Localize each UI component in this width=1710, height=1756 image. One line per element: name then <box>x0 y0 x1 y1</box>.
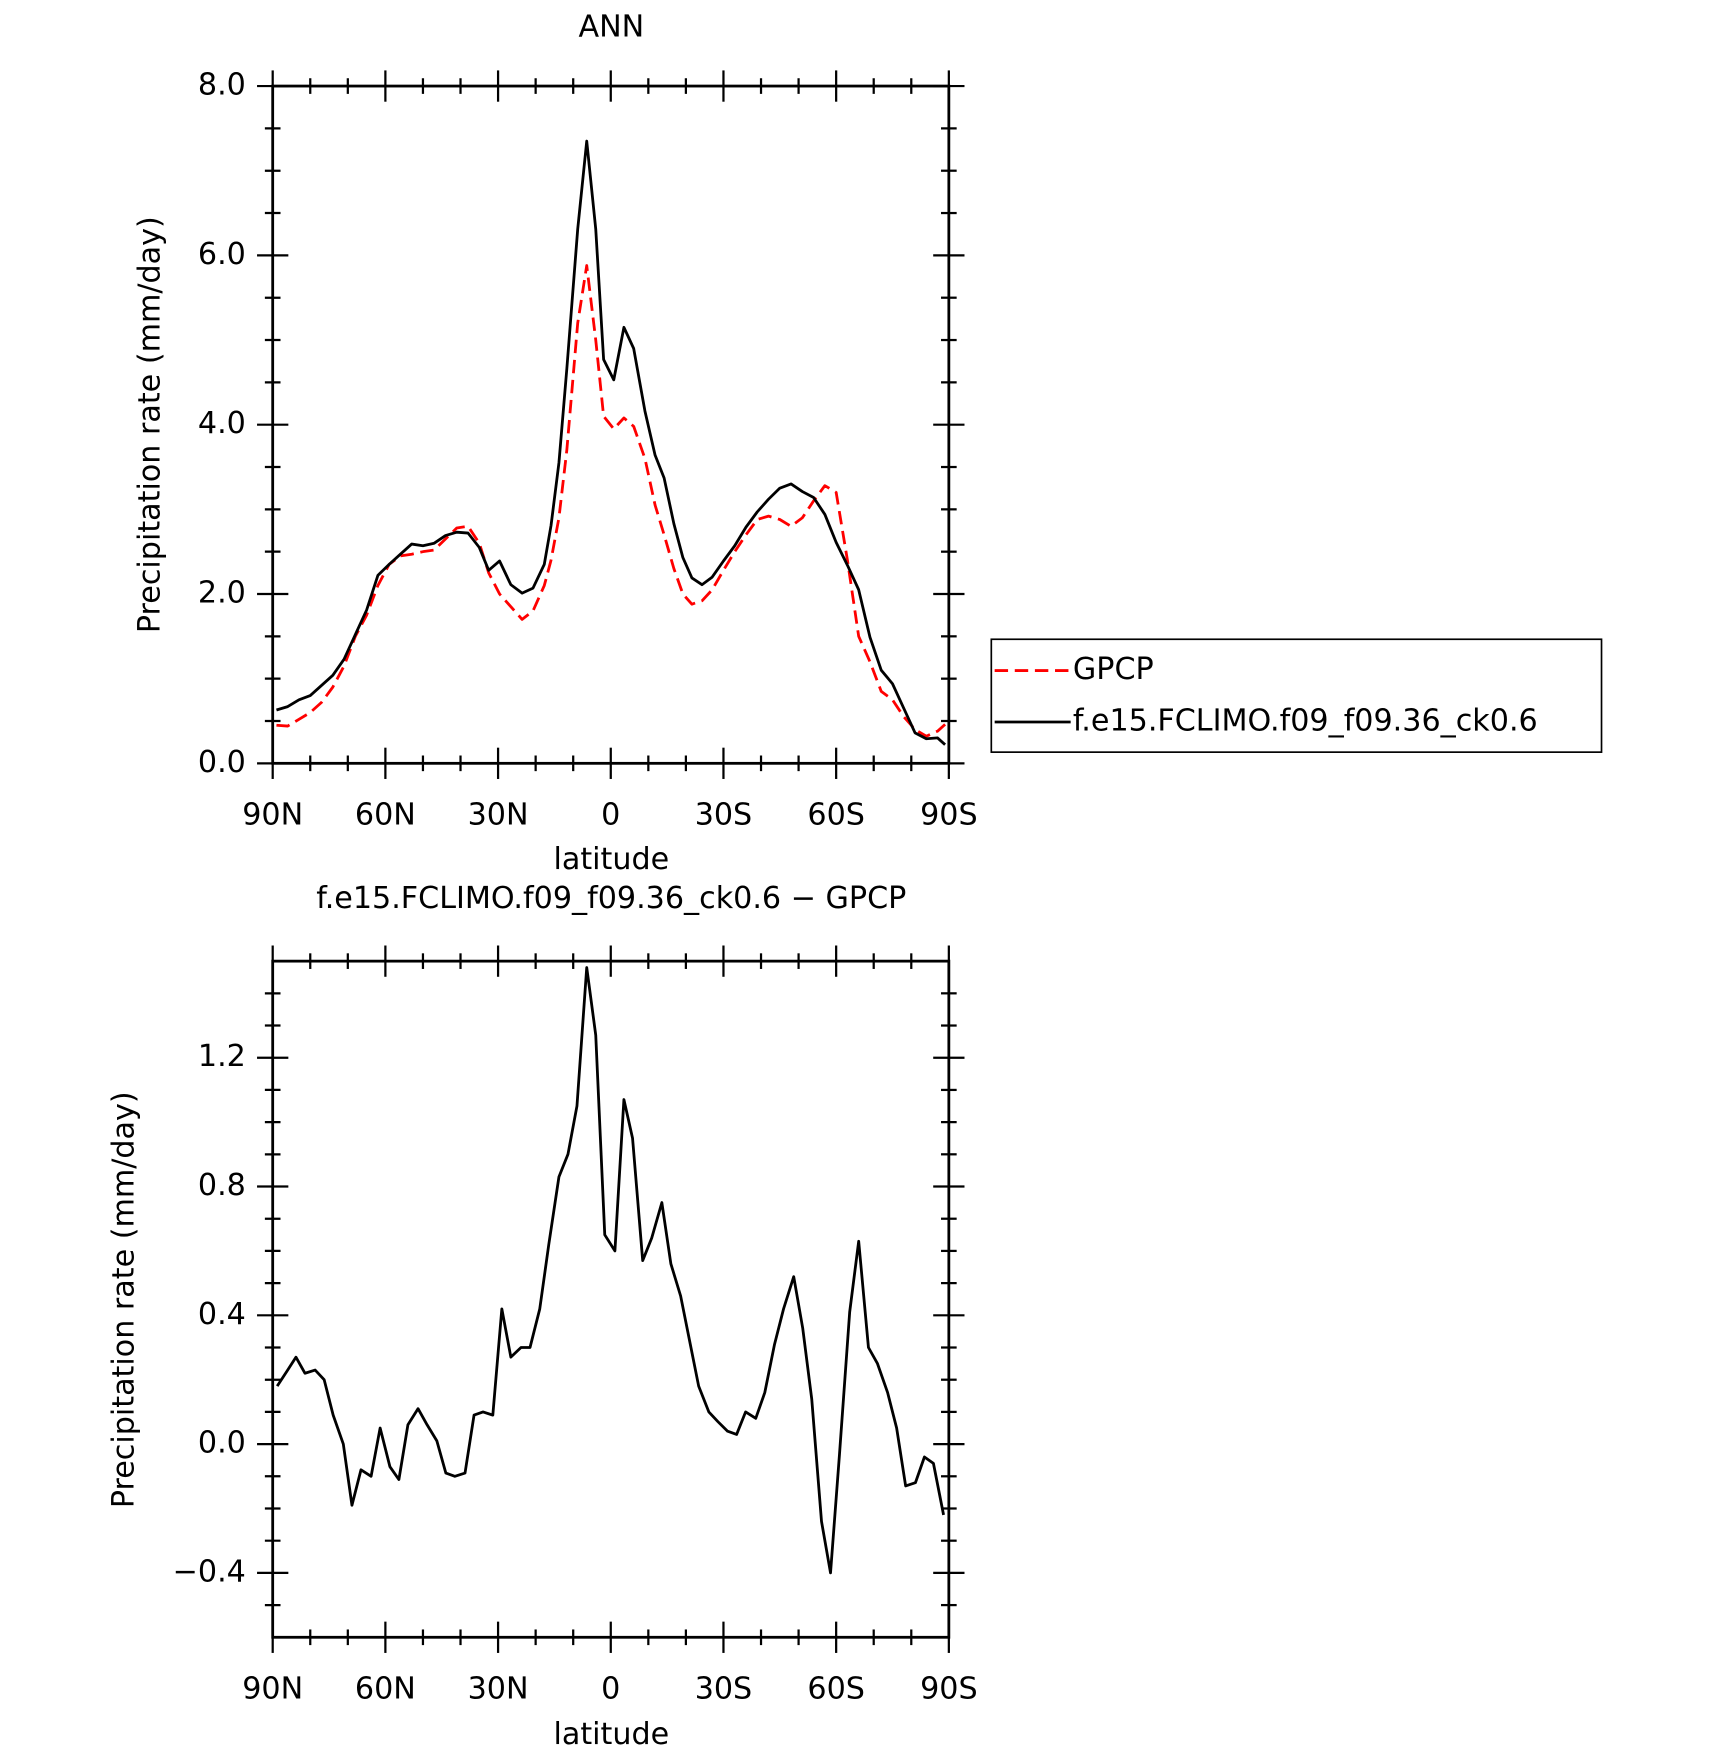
chart-title: f.e15.FCLIMO.f09_f09.36_ck0.6 − GPCP <box>316 881 906 916</box>
data-line <box>276 966 945 1575</box>
x-tick-label: 30N <box>468 1671 529 1706</box>
x-tick-label: 90N <box>242 797 303 832</box>
x-tick-label: 90S <box>920 797 978 832</box>
y-tick-label: 8.0 <box>198 68 246 103</box>
legend-label: f.e15.FCLIMO.f09_f09.36_ck0.6 <box>1073 703 1538 738</box>
x-tick-label: 0 <box>601 797 620 832</box>
y-tick-label: 1.2 <box>198 1039 246 1074</box>
x-axis-label: latitude <box>553 1717 669 1752</box>
figure: ANN latitude Precipitation rate (mm/day)… <box>107 9 1603 1752</box>
legend-box <box>990 638 1603 753</box>
y-tick-label: 2.0 <box>198 576 246 611</box>
x-tick-label: 30S <box>695 797 753 832</box>
x-tick-label: 60N <box>355 1671 416 1706</box>
x-tick-label: 90S <box>920 1671 978 1706</box>
x-tick-label: 30S <box>695 1671 753 1706</box>
plot-frame <box>271 959 951 1639</box>
legend-label: GPCP <box>1073 652 1154 687</box>
data-line <box>276 139 947 746</box>
y-axis-label: Precipitation rate (mm/day) <box>107 1091 142 1508</box>
y-tick-label: 0.0 <box>198 1426 246 1461</box>
y-tick-label: 0.0 <box>198 745 246 780</box>
y-tick-label: 0.8 <box>198 1168 246 1203</box>
x-axis-label: latitude <box>553 842 669 877</box>
y-tick-label: −0.4 <box>173 1554 246 1589</box>
chart-title: ANN <box>578 9 644 44</box>
x-tick-label: 90N <box>242 1671 303 1706</box>
y-axis-label: Precipitation rate (mm/day) <box>132 216 167 633</box>
x-tick-label: 60S <box>807 1671 865 1706</box>
y-tick-label: 4.0 <box>198 406 246 441</box>
x-tick-label: 60S <box>807 797 865 832</box>
x-tick-label: 30N <box>468 797 529 832</box>
y-tick-label: 6.0 <box>198 237 246 272</box>
x-tick-label: 60N <box>355 797 416 832</box>
x-tick-label: 0 <box>601 1671 620 1706</box>
y-tick-label: 0.4 <box>198 1297 246 1332</box>
data-line <box>276 264 947 738</box>
